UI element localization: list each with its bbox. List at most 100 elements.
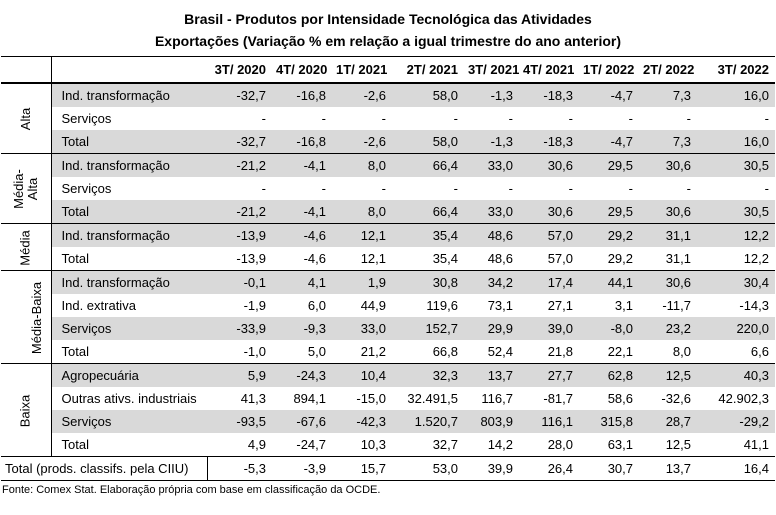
value-cell: 58,0 xyxy=(392,83,464,107)
group-label-text: Baixa xyxy=(17,394,33,427)
value-cell: -13,9 xyxy=(207,223,272,247)
value-cell: 803,9 xyxy=(464,410,519,433)
group-label-text: Média-Baixa xyxy=(29,281,45,354)
table-row: Total 4,9 -24,7 10,3 32,7 14,2 28,0 63,1 12,5 41,… xyxy=(1,433,775,457)
value-cell: -1,0 xyxy=(243,344,266,359)
value-cell: 32.491,5 xyxy=(407,391,458,406)
table-row: Ind. extrativa -1,9 6,0 44,9 119,6 73,1 27,1 3,… xyxy=(1,294,775,317)
row-label: Serviços xyxy=(61,111,112,126)
value-cell: 29,2 xyxy=(579,223,639,247)
value-cell: 33,0 xyxy=(464,200,519,224)
value-cell: 27,7 xyxy=(519,363,579,387)
value-cell: 39,9 xyxy=(464,456,519,481)
value-cell: -1,3 xyxy=(464,83,519,107)
value-cell: -1,3 xyxy=(464,130,519,154)
value-cell: -21,2 xyxy=(207,153,272,177)
value-cell: 3,1 xyxy=(614,298,633,313)
value-cell: 33,0 xyxy=(332,317,392,340)
value-cell: 57,0 xyxy=(519,223,579,247)
group-label: Média- Alta xyxy=(1,153,52,224)
value-cell: 23,2 xyxy=(639,317,697,340)
group-label: Baixa xyxy=(1,363,52,457)
value-cell: -16,8 xyxy=(272,130,332,154)
value-cell: 29,9 xyxy=(464,317,519,340)
value-cell: 30,4 xyxy=(697,270,775,294)
value-cell: - xyxy=(508,111,513,126)
value-cell: - xyxy=(261,111,266,126)
table-row: Serviços -93,5 -67,6 -42,3 1.520,7 803,9 116,1… xyxy=(1,410,775,433)
value-cell: 4,9 xyxy=(247,437,266,452)
column-header: 4T/ 2021 xyxy=(519,56,579,84)
value-cell: 16,0 xyxy=(697,130,775,154)
value-cell: 32,7 xyxy=(432,437,458,452)
value-cell: 39,0 xyxy=(519,317,579,340)
value-cell: -3,9 xyxy=(272,456,332,481)
value-cell: - xyxy=(321,111,326,126)
value-cell: 1.520,7 xyxy=(392,410,464,433)
value-cell: -67,6 xyxy=(272,410,332,433)
value-cell: 15,7 xyxy=(332,456,392,481)
value-cell: 27,1 xyxy=(547,298,573,313)
value-cell: 31,1 xyxy=(639,223,697,247)
value-cell: 66,8 xyxy=(432,344,458,359)
value-cell: 152,7 xyxy=(392,317,464,340)
value-cell: - xyxy=(686,111,691,126)
value-cell: - xyxy=(764,181,769,196)
value-cell: - xyxy=(568,181,573,196)
value-cell: 29,2 xyxy=(607,251,633,266)
value-cell: 21,8 xyxy=(547,344,573,359)
value-cell: 16,4 xyxy=(697,456,775,481)
value-cell: -32,6 xyxy=(661,391,691,406)
value-cell: 53,0 xyxy=(392,456,464,481)
value-cell: -4,6 xyxy=(272,223,332,247)
column-header: 3T/ 2021 xyxy=(464,56,519,84)
value-cell: 30,6 xyxy=(639,270,697,294)
row-label: Agropecuária xyxy=(51,363,207,387)
table-row: Serviços - - - - - - - - - xyxy=(1,177,775,200)
value-cell: 17,4 xyxy=(519,270,579,294)
value-cell: 30,8 xyxy=(392,270,464,294)
value-cell: -4,1 xyxy=(272,153,332,177)
value-cell: -14,3 xyxy=(739,298,769,313)
value-cell: -15,0 xyxy=(356,391,386,406)
value-cell: -24,3 xyxy=(272,363,332,387)
value-cell: 119,6 xyxy=(426,298,458,313)
group-label-text: Alta xyxy=(24,177,40,200)
row-label: Total xyxy=(61,344,89,359)
table-row: Média-Baixa Ind. transformação -0,1 4,1 1,9 3… xyxy=(1,270,775,364)
data-table: 3T/ 2020 4T/ 2020 1T/ 2021 2T/ 2021 3T/ 2021… xyxy=(1,56,775,481)
value-cell: 28,7 xyxy=(639,410,697,433)
group-label: Média xyxy=(1,223,52,271)
table-row: Média- Alta Ind. transformação -21,2 -4,1 8,0… xyxy=(1,153,775,224)
header-row: 3T/ 2020 4T/ 2020 1T/ 2021 2T/ 2021 3T/ 2021… xyxy=(1,56,775,84)
title-line-1: Brasil - Produtos por Intensidade Tecnol… xyxy=(184,11,592,27)
value-cell: - xyxy=(381,111,386,126)
grand-total-row: Total (prods. classifs. pela CIIU) -5,3 -3… xyxy=(1,456,775,481)
value-cell: 62,8 xyxy=(579,363,639,387)
value-cell: 6,0 xyxy=(307,298,326,313)
value-cell: 116,7 xyxy=(481,391,513,406)
value-cell: 10,4 xyxy=(332,363,392,387)
group-label-text: Alta xyxy=(17,107,33,131)
value-cell: -32,7 xyxy=(207,83,272,107)
value-cell: - xyxy=(686,181,691,196)
value-cell: -33,9 xyxy=(207,317,272,340)
row-label: Total xyxy=(51,130,207,154)
row-label: Serviços xyxy=(51,317,207,340)
column-header: 1T/ 2021 xyxy=(332,56,392,84)
title-line-2: Exportações (Variação % em relação a igu… xyxy=(154,33,622,49)
value-cell: -81,7 xyxy=(543,391,573,406)
value-cell: 8,0 xyxy=(332,200,392,224)
row-label: Ind. transformação xyxy=(51,223,207,247)
value-cell: 41,3 xyxy=(240,391,266,406)
column-header: 4T/ 2020 xyxy=(272,56,332,84)
group-label: Média-Baixa xyxy=(1,270,52,364)
row-label: Serviços xyxy=(51,410,207,433)
row-label: Ind. transformação xyxy=(51,270,207,294)
value-cell: 31,1 xyxy=(665,251,691,266)
value-cell: 40,3 xyxy=(697,363,775,387)
value-cell: 8,0 xyxy=(332,153,392,177)
value-cell: 35,4 xyxy=(392,223,464,247)
table-row: Total -1,0 5,0 21,2 66,8 52,4 21,8 22,1 8,0 6,6 xyxy=(1,340,775,364)
row-label: Ind. transformação xyxy=(51,83,207,107)
